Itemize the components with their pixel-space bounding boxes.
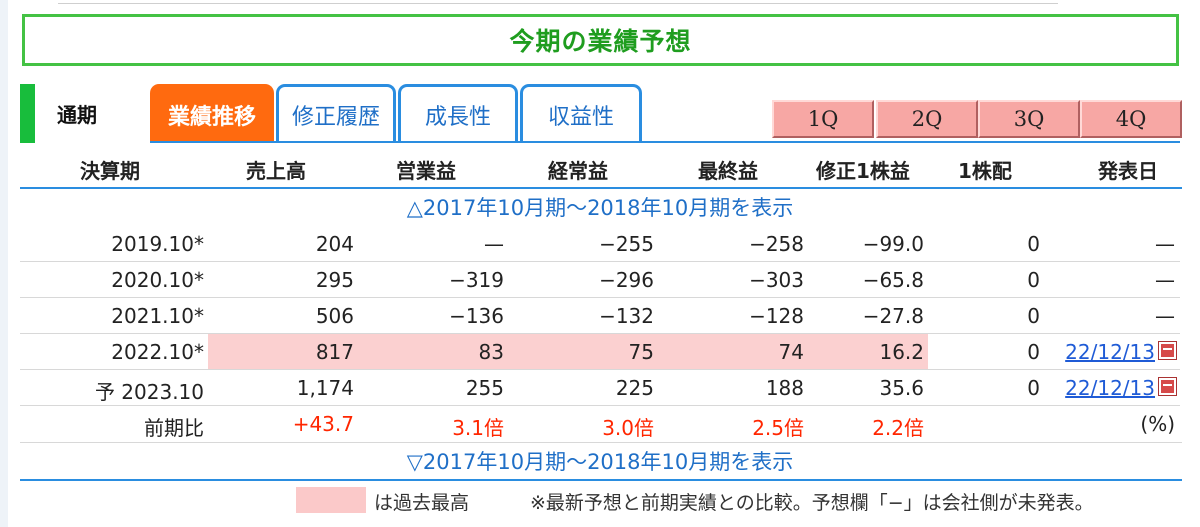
- table-bottom-line: [20, 479, 1182, 481]
- show-earlier-top-link[interactable]: △2017年10月期〜2018年10月期を表示: [406, 196, 794, 220]
- table-row: 2019.10* 204 — −255 −258 −99.0 0 —: [20, 226, 1180, 262]
- ratio-row: 前期比 +43.7 3.1倍 3.0倍 2.5倍 2.2倍 (%): [20, 406, 1180, 442]
- period-label: 通期: [20, 84, 150, 143]
- cell-dividend: 0: [1027, 340, 1040, 364]
- col-eps: 修正1株益: [816, 159, 910, 183]
- cell-dividend: 0: [1027, 304, 1040, 328]
- cell-net: −258: [749, 232, 804, 256]
- record-highlight: [208, 334, 928, 369]
- col-operating-profit: 営業益: [396, 159, 456, 183]
- tab-profitability[interactable]: 収益性: [520, 84, 642, 143]
- col-net-profit: 最終益: [698, 159, 758, 183]
- record-legend-swatch: [296, 487, 366, 513]
- col-announce-date: 発表日: [1098, 159, 1158, 183]
- cell-dividend: 0: [1027, 376, 1040, 400]
- tab-label: 成長性: [424, 105, 491, 130]
- cell-date: —: [1155, 304, 1175, 328]
- quarter-3q-button[interactable]: 3Q: [978, 100, 1080, 138]
- cell-eps: −99.0: [862, 232, 924, 256]
- tab-label: 業績推移: [167, 105, 256, 130]
- tab-underline: [150, 141, 1180, 143]
- ratio-sales: +43.7: [292, 412, 354, 436]
- cell-period: 2022.10*: [111, 340, 204, 364]
- pdf-icon[interactable]: [1158, 341, 1177, 360]
- ratio-net: 2.5倍: [752, 416, 804, 440]
- header-divider: [20, 187, 1182, 189]
- cell-operating: 83: [478, 340, 504, 364]
- legend-text: は過去最高: [374, 492, 470, 514]
- cell-sales: 506: [315, 304, 354, 328]
- cell-period: 2020.10*: [111, 268, 204, 292]
- table-header: 決算期 売上高 営業益 経常益 最終益 修正1株益 1株配 発表日: [20, 143, 1180, 187]
- table-row: 2021.10* 506 −136 −132 −128 −27.8 0 —: [20, 298, 1180, 334]
- left-margin-strip: [0, 0, 8, 527]
- ratio-operating: 3.1倍: [452, 416, 504, 440]
- cell-period: 予 2023.10: [94, 380, 204, 404]
- table-row-forecast: 予 2023.10 1,174 255 225 188 35.6 0 22/12…: [20, 370, 1180, 406]
- quarter-2q-button[interactable]: 2Q: [876, 100, 978, 138]
- cell-period: 2019.10*: [111, 232, 204, 256]
- announce-date-link[interactable]: 22/12/13: [1065, 340, 1155, 364]
- col-period: 決算期: [80, 159, 140, 183]
- tab-label: 収益性: [547, 105, 614, 130]
- table-row: 2020.10* 295 −319 −296 −303 −65.8 0 —: [20, 262, 1180, 298]
- col-ordinary-profit: 経常益: [548, 159, 608, 183]
- cell-ordinary: −255: [599, 232, 654, 256]
- quarter-4q-button[interactable]: 4Q: [1080, 100, 1182, 138]
- ratio-unit: (%): [1140, 412, 1175, 436]
- announce-date-link[interactable]: 22/12/13: [1065, 376, 1155, 400]
- cell-net: 188: [765, 376, 804, 400]
- tab-performance-trend[interactable]: 業績推移: [150, 84, 274, 143]
- forecast-banner: 今期の業績予想: [22, 14, 1179, 66]
- banner-title: 今期の業績予想: [509, 27, 692, 56]
- cell-net: −303: [749, 268, 804, 292]
- footnote: ※最新予想と前期実績との比較。予想欄「−」は会社側が未発表。: [530, 492, 1094, 514]
- cell-sales: 295: [315, 268, 354, 292]
- cell-date: —: [1155, 268, 1175, 292]
- pdf-icon[interactable]: [1158, 377, 1177, 396]
- cell-eps: −27.8: [862, 304, 924, 328]
- tab-revision-history[interactable]: 修正履歴: [276, 84, 396, 143]
- cell-dividend: 0: [1027, 232, 1040, 256]
- cell-eps: 35.6: [879, 376, 924, 400]
- top-divider: [58, 3, 1058, 4]
- cell-eps: −65.8: [862, 268, 924, 292]
- cell-operating: —: [484, 232, 504, 256]
- cell-ordinary: 75: [628, 340, 654, 364]
- cell-sales: 1,174: [296, 376, 354, 400]
- cell-net: 74: [778, 340, 804, 364]
- ratio-ordinary: 3.0倍: [602, 416, 654, 440]
- ratio-eps: 2.2倍: [872, 416, 924, 440]
- cell-eps: 16.2: [879, 340, 924, 364]
- ratio-label: 前期比: [144, 416, 204, 440]
- cell-net: −128: [749, 304, 804, 328]
- tab-bar: 通期 業績推移 修正履歴 成長性 収益性: [20, 84, 1180, 143]
- ratio-divider: [20, 442, 1182, 443]
- cell-operating: −319: [449, 268, 504, 292]
- tab-growth[interactable]: 成長性: [398, 84, 518, 143]
- tab-label: 修正履歴: [291, 105, 380, 130]
- cell-date: —: [1155, 232, 1175, 256]
- cell-operating: −136: [449, 304, 504, 328]
- cell-operating: 255: [465, 376, 504, 400]
- col-sales: 売上高: [246, 159, 306, 183]
- quarter-1q-button[interactable]: 1Q: [772, 100, 874, 138]
- cell-period: 2021.10*: [111, 304, 204, 328]
- cell-ordinary: −296: [599, 268, 654, 292]
- cell-sales: 817: [315, 340, 354, 364]
- cell-ordinary: 225: [615, 376, 654, 400]
- cell-ordinary: −132: [599, 304, 654, 328]
- cell-dividend: 0: [1027, 268, 1040, 292]
- show-earlier-bottom-link[interactable]: ▽2017年10月期〜2018年10月期を表示: [406, 450, 794, 474]
- col-dividend: 1株配: [958, 159, 1012, 183]
- table-row-record: 2022.10* 817 83 75 74 16.2 0 22/12/13: [20, 334, 1180, 370]
- cell-sales: 204: [315, 232, 354, 256]
